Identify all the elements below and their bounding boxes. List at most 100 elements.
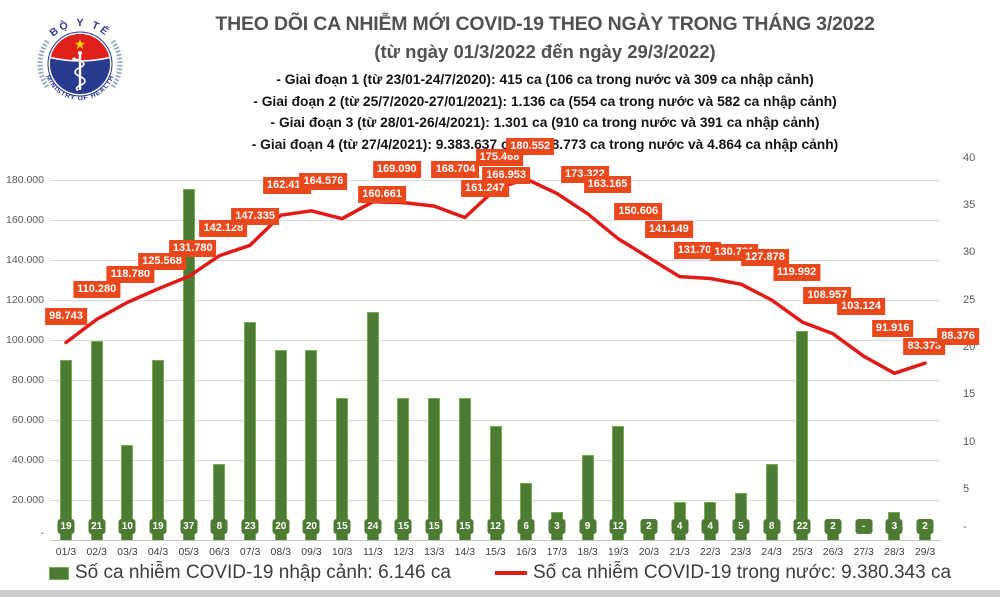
bar-value-chip: 19 xyxy=(149,519,167,534)
bar-value-chip: 19 xyxy=(57,519,75,534)
bar-value-chip: 4 xyxy=(701,519,719,534)
line-value-label: 169.090 xyxy=(372,160,421,178)
chart-legend: Số ca nhiễm COVID-19 nhập cảnh: 6.146 ca… xyxy=(0,562,1000,584)
bar-value-chip: 8 xyxy=(210,519,228,534)
y-axis-left-tick-label: 120.000 xyxy=(6,294,44,306)
legend-domestic-label: Số ca nhiễm COVID-19 trong nước: 9.380.3… xyxy=(532,562,952,583)
line-value-label: 180.552 xyxy=(506,137,555,155)
x-axis-label: 06/3 xyxy=(209,546,230,558)
laurel-right-icon xyxy=(110,39,123,89)
bar-imported-cases xyxy=(366,312,379,540)
bar-imported-cases xyxy=(121,445,134,540)
bar-value-chip: 24 xyxy=(364,519,382,534)
line-value-label: 131.709 xyxy=(673,241,722,259)
x-axis-label: 24/3 xyxy=(761,546,782,558)
x-axis-label: 20/3 xyxy=(638,546,660,558)
x-axis-label: 02/3 xyxy=(86,546,107,558)
x-axis-label: 08/3 xyxy=(270,546,291,558)
y-axis-left-tick-label: 20.000 xyxy=(11,494,44,506)
bar-imported-cases xyxy=(796,331,809,540)
bar-value-chip: 5 xyxy=(732,519,750,534)
bar-value-chip: 9 xyxy=(579,519,597,534)
bottom-strip xyxy=(0,590,1000,597)
x-axis-label: 29/3 xyxy=(914,546,936,558)
bar-imported-cases xyxy=(489,426,502,540)
line-value-label: 150.606 xyxy=(614,202,663,220)
bar-value-chip: 15 xyxy=(333,519,351,534)
x-axis-label: 17/3 xyxy=(546,546,568,558)
x-axis-label: 27/3 xyxy=(853,546,874,558)
x-axis-label: 10/3 xyxy=(331,546,353,558)
bar-value-chip: 21 xyxy=(88,519,106,534)
gridline xyxy=(50,379,940,381)
line-value-label: 163.165 xyxy=(583,175,632,193)
ministry-of-health-logo: BỘ Y TẾ MINISTRY OF HEALTH xyxy=(37,17,123,102)
y-axis-left-tick-label: 180.000 xyxy=(6,174,44,186)
x-axis-label: 21/3 xyxy=(669,546,690,558)
stage-2-summary: - Giai đoạn 2 (từ 25/7/2020-27/01/2021):… xyxy=(253,93,837,109)
y-axis-right-tick-label: 30 xyxy=(963,246,976,259)
bar-value-chip: 2 xyxy=(640,519,658,534)
x-axis-label: 22/3 xyxy=(700,546,721,558)
line-value-label: 110.280 xyxy=(73,281,121,299)
x-axis-label: 15/3 xyxy=(485,546,506,558)
bar-value-chip: 12 xyxy=(487,519,505,534)
bar-imported-cases xyxy=(581,454,594,540)
y-axis-right-tick-label: 5 xyxy=(963,483,970,496)
y-axis-right-tick-label: 10 xyxy=(963,435,976,448)
line-value-label: 127.878 xyxy=(741,249,789,267)
line-value-label: 147.335 xyxy=(231,208,279,226)
y-axis-left-tick-label: 100.000 xyxy=(6,334,44,346)
bar-imported-cases xyxy=(458,397,471,540)
bar-imported-cases xyxy=(274,350,287,540)
bar-imported-cases xyxy=(428,397,441,540)
x-axis-label: 28/3 xyxy=(884,546,905,558)
x-axis-label: 23/3 xyxy=(730,546,752,558)
bar-imported-cases xyxy=(152,359,165,540)
bar-value-chip: 6 xyxy=(517,519,535,534)
x-axis-label: 18/3 xyxy=(577,546,598,558)
y-axis-right-tick-label: 15 xyxy=(963,388,976,401)
bar-value-chip: 20 xyxy=(272,519,290,534)
x-axis-label: 05/3 xyxy=(178,546,199,558)
gridline xyxy=(50,419,940,421)
bar-imported-cases xyxy=(244,321,257,540)
y-axis-left-tick-label: 140.000 xyxy=(6,254,44,266)
bar-value-chip: 3 xyxy=(885,519,903,534)
line-value-label: 161.247 xyxy=(460,179,509,197)
x-axis-label: 03/3 xyxy=(117,546,138,558)
bar-imported-cases xyxy=(90,340,103,540)
asclepius-rod-icon xyxy=(72,51,86,92)
y-axis-right-tick-label: 40 xyxy=(963,151,976,164)
x-axis-label: 14/3 xyxy=(454,546,476,558)
page-subtitle: (từ ngày 01/3/2022 đến ngày 29/3/2022) xyxy=(374,41,716,62)
bar-value-chip: 8 xyxy=(763,519,781,534)
line-value-label: 162.415 xyxy=(262,177,311,195)
line-value-label: 83.373 xyxy=(903,338,946,356)
y-axis-right-tick-label: 25 xyxy=(963,293,976,306)
line-value-label: 91.916 xyxy=(871,320,914,338)
bar-value-chip: 37 xyxy=(180,519,198,534)
stage-3-summary: - Giai đoạn 3 (từ 28/01-26/4/2021): 1.30… xyxy=(270,115,820,130)
x-axis-label: 13/3 xyxy=(423,546,445,558)
bar-value-chip: 4 xyxy=(671,519,689,534)
x-axis-label: 01/3 xyxy=(55,546,77,558)
bar-imported-cases xyxy=(336,397,349,540)
x-axis-line xyxy=(50,540,940,541)
x-axis-label: 04/3 xyxy=(147,546,169,558)
x-axis-label: 19/3 xyxy=(608,546,629,558)
star-icon xyxy=(74,39,86,49)
x-axis-label: 25/3 xyxy=(792,546,813,558)
line-value-label: 160.661 xyxy=(358,185,406,203)
bar-imported-cases xyxy=(612,426,625,540)
line-value-label: 164.576 xyxy=(299,172,348,190)
stage-1-summary: - Giai đoạn 1 (từ 23/01-24/7/2020): 415 … xyxy=(276,72,814,87)
y-axis-left-tick-label: 60.000 xyxy=(11,414,44,426)
bar-imported-cases xyxy=(397,397,410,540)
y-axis-right-tick-label: - xyxy=(963,521,967,533)
legend-item-domestic: Số ca nhiễm COVID-19 trong nước: 9.380.3… xyxy=(494,562,952,584)
x-axis-label: 07/3 xyxy=(239,546,261,558)
bar-value-chip: 23 xyxy=(241,519,259,534)
line-value-label: 131.780 xyxy=(168,240,217,258)
